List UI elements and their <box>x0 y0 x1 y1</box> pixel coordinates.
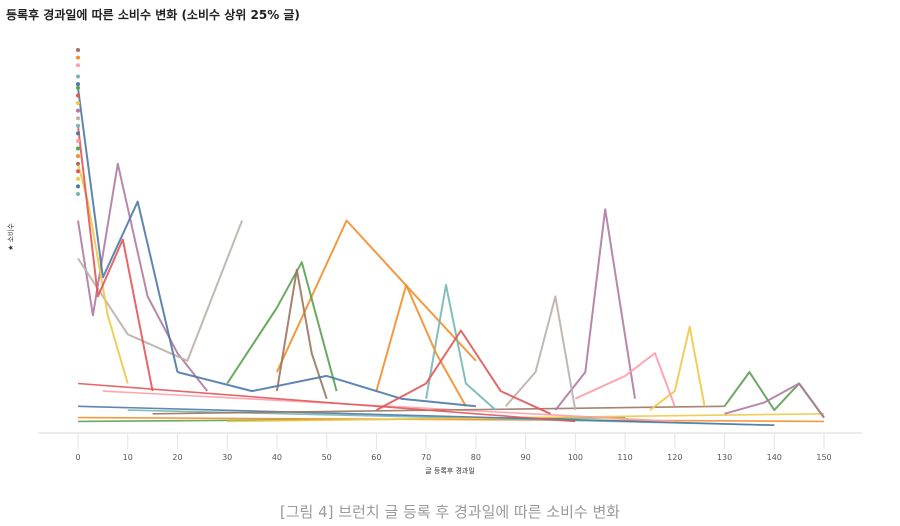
series-line-8 <box>77 125 154 392</box>
figure-caption: [그림 4] 브런치 글 등록 후 경과일에 따른 소비수 변화 <box>279 503 621 521</box>
origin-point <box>76 176 80 181</box>
x-axis-ticks: 0 10 20 30 40 50 60 70 80 90 100 110 120 130 140 150 <box>75 433 832 462</box>
series-line-11 <box>649 325 706 411</box>
origin-point <box>76 74 80 79</box>
baseline-series-line-2 <box>77 416 825 423</box>
baseline-series-line-7 <box>152 405 725 415</box>
origin-point <box>76 161 80 166</box>
x-tick-label: 50 <box>322 453 332 462</box>
origin-point <box>76 101 80 106</box>
origin-point <box>76 82 80 87</box>
series-line-3 <box>554 208 636 411</box>
y-axis-label-wrap: ★ 소비수 <box>4 212 18 262</box>
x-tick-label: 60 <box>371 453 381 462</box>
origin-point <box>76 154 80 159</box>
baseline-series-line-6 <box>102 390 675 423</box>
series-line-15 <box>723 371 825 419</box>
origin-point <box>76 55 80 60</box>
origin-point <box>76 48 80 52</box>
origin-point <box>76 93 80 98</box>
series-line-12 <box>375 284 467 407</box>
x-tick-label: 130 <box>717 453 732 462</box>
chart-title: 등록후 경과일에 따른 소비수 변화 (소비수 상위 25% 글) <box>6 8 300 22</box>
x-tick-label: 140 <box>767 453 782 462</box>
series-line-9 <box>425 284 497 411</box>
origin-point <box>76 139 80 143</box>
series-line-18 <box>724 382 825 419</box>
origin-point <box>76 146 80 151</box>
origin-point <box>76 108 80 113</box>
x-tick-label: 90 <box>521 453 531 462</box>
x-tick-label: 110 <box>617 453 632 462</box>
origin-point <box>76 131 80 136</box>
x-tick-label: 150 <box>816 453 831 462</box>
x-tick-label: 70 <box>421 453 431 462</box>
origin-point <box>76 192 80 196</box>
series-line-16 <box>177 371 477 408</box>
origin-point <box>76 63 80 68</box>
series-line-17 <box>375 329 551 415</box>
origin-point <box>76 85 80 90</box>
series-line-5 <box>226 261 338 392</box>
series-line-2 <box>275 219 477 373</box>
x-tick-label: 0 <box>75 453 80 462</box>
baseline-series-line-8 <box>77 382 576 423</box>
x-tick-label: 40 <box>272 453 282 462</box>
series-line-4 <box>77 220 244 362</box>
x-tick-label: 120 <box>667 453 682 462</box>
series-line-6 <box>77 87 179 373</box>
origin-point <box>76 123 80 128</box>
x-tick-label: 100 <box>568 453 583 462</box>
x-tick-label: 80 <box>471 453 481 462</box>
series-layer <box>77 87 825 426</box>
x-tick-label: 30 <box>222 453 232 462</box>
x-axis-label: 글 등록후 경과일 <box>425 467 475 475</box>
series-line-13 <box>574 352 676 407</box>
series-line-14 <box>504 295 577 411</box>
y-axis-label: ★ 소비수 <box>7 223 15 251</box>
origin-point <box>76 184 80 189</box>
x-tick-label: 20 <box>172 453 182 462</box>
series-line-7 <box>77 163 129 384</box>
baseline-series-line-5 <box>77 405 775 426</box>
origin-points-layer <box>76 48 80 196</box>
origin-point <box>76 169 80 174</box>
series-line-10 <box>275 268 328 400</box>
x-tick-label: 10 <box>123 453 133 462</box>
origin-point <box>76 116 80 121</box>
